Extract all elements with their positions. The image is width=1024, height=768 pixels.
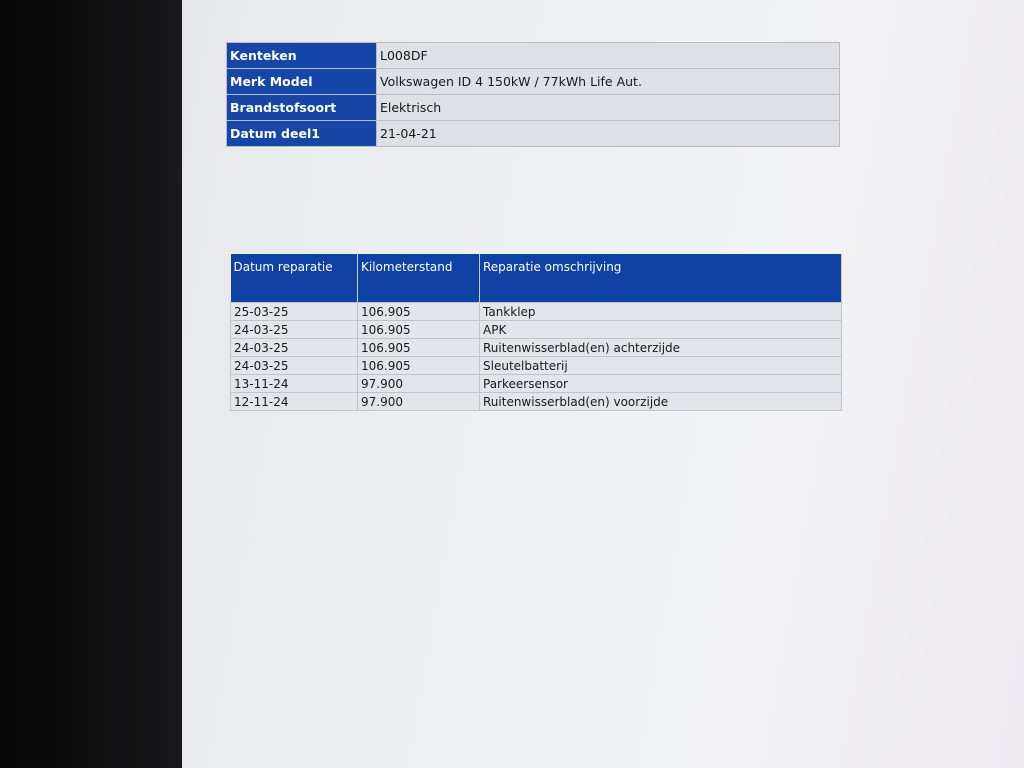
cell-date: 12-11-24 [230, 392, 358, 411]
cell-mileage: 106.905 [357, 338, 480, 357]
info-label: Brandstofsoort [226, 94, 377, 121]
repairs-header-row: Datum reparatie Kilometerstand Reparatie… [230, 254, 842, 303]
info-label: Merk Model [226, 68, 377, 95]
info-row-brandstofsoort: Brandstofsoort Elektrisch [226, 94, 840, 121]
cell-date: 24-03-25 [230, 338, 358, 357]
cell-date: 24-03-25 [230, 320, 358, 339]
table-row: 24-03-25 106.905 Sleutelbatterij [230, 356, 842, 375]
cell-mileage: 106.905 [357, 356, 480, 375]
table-row: 25-03-25 106.905 Tankklep [230, 302, 842, 321]
info-label: Datum deel1 [226, 120, 377, 147]
table-row: 24-03-25 106.905 APK [230, 320, 842, 339]
info-value: Volkswagen ID 4 150kW / 77kWh Life Aut. [376, 68, 840, 95]
cell-mileage: 97.900 [357, 374, 480, 393]
cell-mileage: 106.905 [357, 302, 480, 321]
info-label: Kenteken [226, 42, 377, 69]
table-row: 24-03-25 106.905 Ruitenwisserblad(en) acht… [230, 338, 842, 357]
cell-date: 24-03-25 [230, 356, 358, 375]
info-value: Elektrisch [376, 94, 840, 121]
monitor-bezel [0, 0, 190, 768]
table-row: 12-11-24 97.900 Ruitenwisserblad(en) voorz… [230, 392, 842, 411]
cell-mileage: 97.900 [357, 392, 480, 411]
cell-date: 13-11-24 [230, 374, 358, 393]
column-header-date: Datum reparatie [230, 254, 358, 303]
column-header-description: Reparatie omschrijving [479, 254, 842, 303]
info-value: L008DF [376, 42, 840, 69]
info-value: 21-04-21 [376, 120, 840, 147]
repairs-table: Datum reparatie Kilometerstand Reparatie… [230, 254, 842, 411]
info-row-datum-deel1: Datum deel1 21-04-21 [226, 120, 840, 147]
cell-date: 25-03-25 [230, 302, 358, 321]
vehicle-info-table: Kenteken L008DF Merk Model Volkswagen ID 4… [226, 42, 840, 147]
table-row: 13-11-24 97.900 Parkeersensor [230, 374, 842, 393]
info-row-kenteken: Kenteken L008DF [226, 42, 840, 69]
cell-description: Ruitenwisserblad(en) voorzijde [479, 392, 842, 411]
cell-description: Sleutelbatterij [479, 356, 842, 375]
cell-description: Tankklep [479, 302, 842, 321]
cell-description: Parkeersensor [479, 374, 842, 393]
info-row-merk-model: Merk Model Volkswagen ID 4 150kW / 77kWh … [226, 68, 840, 95]
cell-mileage: 106.905 [357, 320, 480, 339]
column-header-mileage: Kilometerstand [357, 254, 480, 303]
cell-description: Ruitenwisserblad(en) achterzijde [479, 338, 842, 357]
cell-description: APK [479, 320, 842, 339]
